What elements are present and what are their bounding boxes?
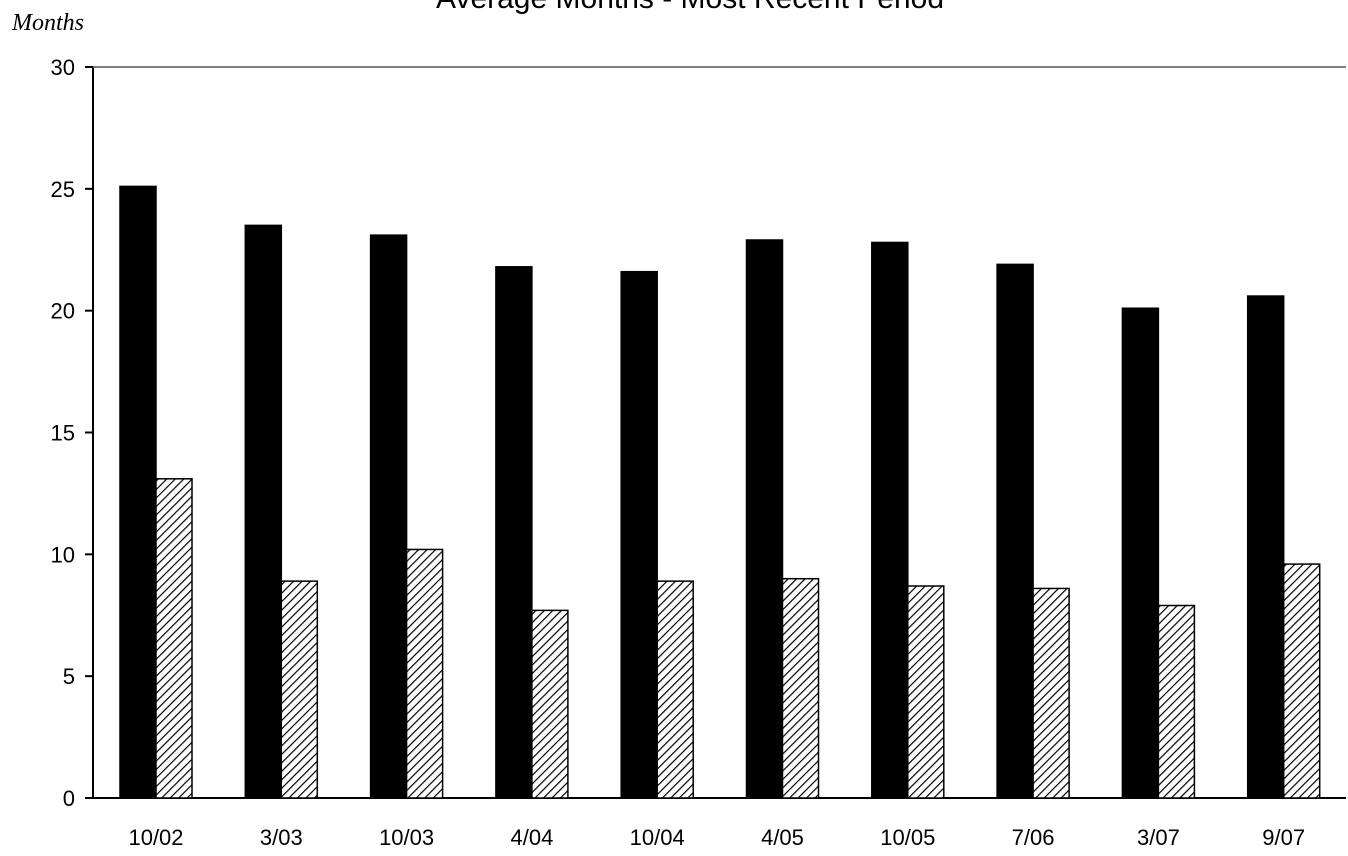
x-tick-label: 7/06 bbox=[1012, 825, 1055, 850]
bar-hatched bbox=[781, 577, 820, 799]
bar-solid bbox=[1121, 307, 1160, 799]
y-axis-label: Months bbox=[11, 10, 84, 36]
bar-solid bbox=[369, 234, 408, 799]
y-tick-label: 5 bbox=[63, 664, 75, 689]
bar-solid bbox=[495, 266, 533, 799]
bar-hatched bbox=[405, 548, 444, 799]
y-tick-label: 30 bbox=[51, 55, 75, 80]
bar-solid bbox=[244, 224, 283, 799]
bar-solid bbox=[119, 185, 157, 799]
x-tick-label: 10/04 bbox=[630, 825, 685, 850]
chart-title: Average Months - Most Recent Period bbox=[436, 0, 944, 15]
bar-hatched bbox=[656, 580, 694, 799]
bar-hatched bbox=[907, 585, 945, 799]
bar-hatched bbox=[1032, 587, 1070, 799]
x-tick-label: 9/07 bbox=[1262, 825, 1305, 850]
x-tick-label: 3/03 bbox=[260, 825, 303, 850]
bar-hatched bbox=[1157, 604, 1196, 799]
x-tick-label: 10/02 bbox=[128, 825, 183, 850]
y-tick-label: 15 bbox=[51, 421, 75, 446]
x-tick-label: 10/03 bbox=[379, 825, 434, 850]
bar-solid bbox=[871, 241, 909, 799]
x-tick-label: 10/05 bbox=[880, 825, 935, 850]
x-tick-label: 3/07 bbox=[1137, 825, 1180, 850]
plot-area: 0 5 10 15 20 25 30 10/02 3/03 10/03 4/04 10/04 4/05 1… bbox=[51, 55, 1346, 850]
bar-hatched bbox=[1282, 563, 1321, 799]
bar-solid bbox=[1246, 295, 1285, 799]
y-tick-label: 20 bbox=[51, 299, 75, 324]
y-tick-label: 25 bbox=[51, 177, 75, 202]
bar-solid bbox=[620, 270, 658, 799]
x-tick-label: 4/04 bbox=[510, 825, 553, 850]
x-tick-label: 4/05 bbox=[761, 825, 804, 850]
bar-hatched bbox=[155, 478, 193, 799]
bar-solid bbox=[996, 263, 1034, 799]
y-tick-label: 10 bbox=[51, 542, 75, 567]
bar-hatched bbox=[531, 609, 569, 799]
bar-hatched bbox=[280, 580, 319, 799]
y-tick-label: 0 bbox=[63, 786, 75, 811]
bar-solid bbox=[745, 239, 784, 799]
